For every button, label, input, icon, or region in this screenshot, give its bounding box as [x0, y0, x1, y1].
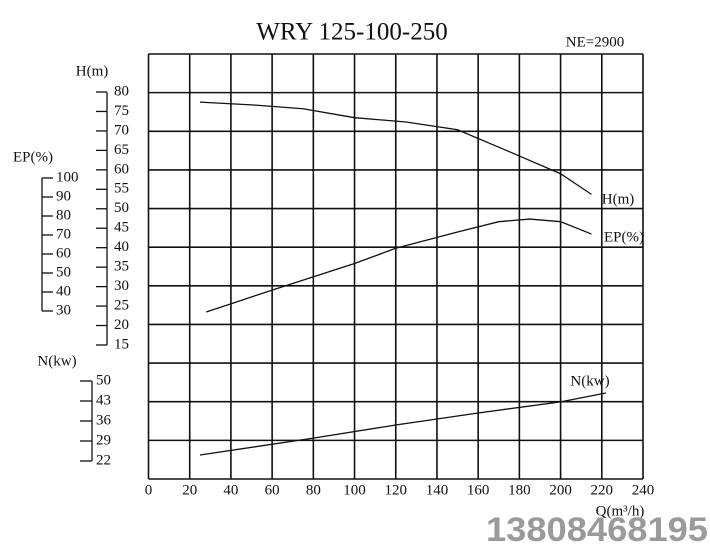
y-tick-label: 25: [114, 298, 129, 314]
x-tick-label: 20: [182, 482, 197, 498]
y-tick-label: 70: [114, 122, 129, 138]
curve: [205, 218, 592, 313]
x-tick-label: 0: [145, 482, 153, 498]
x-tick-label: 80: [306, 482, 321, 498]
y-tick-label: 80: [114, 83, 129, 99]
y-tick-label: 80: [56, 207, 71, 223]
x-tick-label: 100: [343, 482, 366, 498]
y-tick-label: 65: [114, 142, 129, 158]
curve-label: H(m): [602, 191, 635, 207]
y-tick-label: 50: [56, 264, 71, 280]
watermark: 13808468195: [486, 511, 708, 549]
y-tick-label: 70: [56, 226, 71, 242]
axis-title: EP(%): [13, 149, 53, 165]
y-tick-label: 43: [96, 392, 111, 408]
y-tick-label: 50: [114, 200, 129, 216]
y-tick-label: 30: [114, 278, 129, 294]
x-axis-label: Q(m³/h): [596, 503, 645, 519]
axis-title: H(m): [76, 63, 109, 79]
x-tick-label: 180: [508, 482, 531, 498]
y-tick-label: 90: [56, 188, 71, 204]
x-tick-label: 140: [426, 482, 449, 498]
y-tick-label: 22: [96, 452, 111, 468]
y-tick-label: 60: [56, 245, 71, 261]
y-tick-label: 40: [56, 283, 71, 299]
y-tick-label: 20: [114, 317, 129, 333]
curve: [199, 101, 592, 195]
chart-title: WRY 125-100-250: [256, 19, 447, 46]
y-tick-label: 15: [114, 336, 129, 352]
x-tick-label: 60: [265, 482, 280, 498]
y-tick-label: 100: [56, 169, 79, 185]
x-tick-label: 240: [632, 482, 655, 498]
y-tick-label: 75: [114, 103, 129, 119]
x-tick-label: 40: [223, 482, 238, 498]
axis-title: N(kw): [37, 353, 76, 369]
y-tick-label: 60: [114, 161, 129, 177]
x-tick-label: 200: [549, 482, 572, 498]
curve-label: N(kw): [570, 373, 609, 389]
y-tick-label: 29: [96, 432, 111, 448]
curve: [199, 392, 607, 456]
x-tick-label: 120: [385, 482, 408, 498]
y-tick-label: 36: [96, 412, 112, 428]
y-tick-label: 55: [114, 181, 129, 197]
y-tick-label: 40: [114, 239, 129, 255]
y-tick-label: 35: [114, 259, 129, 275]
annotation: NE=2900: [566, 34, 624, 50]
y-tick-label: 45: [114, 220, 129, 236]
x-tick-label: 160: [467, 482, 490, 498]
curve-label: EP(%): [604, 229, 644, 245]
x-tick-label: 220: [591, 482, 614, 498]
y-tick-label: 50: [96, 372, 111, 388]
y-tick-label: 30: [56, 302, 71, 318]
